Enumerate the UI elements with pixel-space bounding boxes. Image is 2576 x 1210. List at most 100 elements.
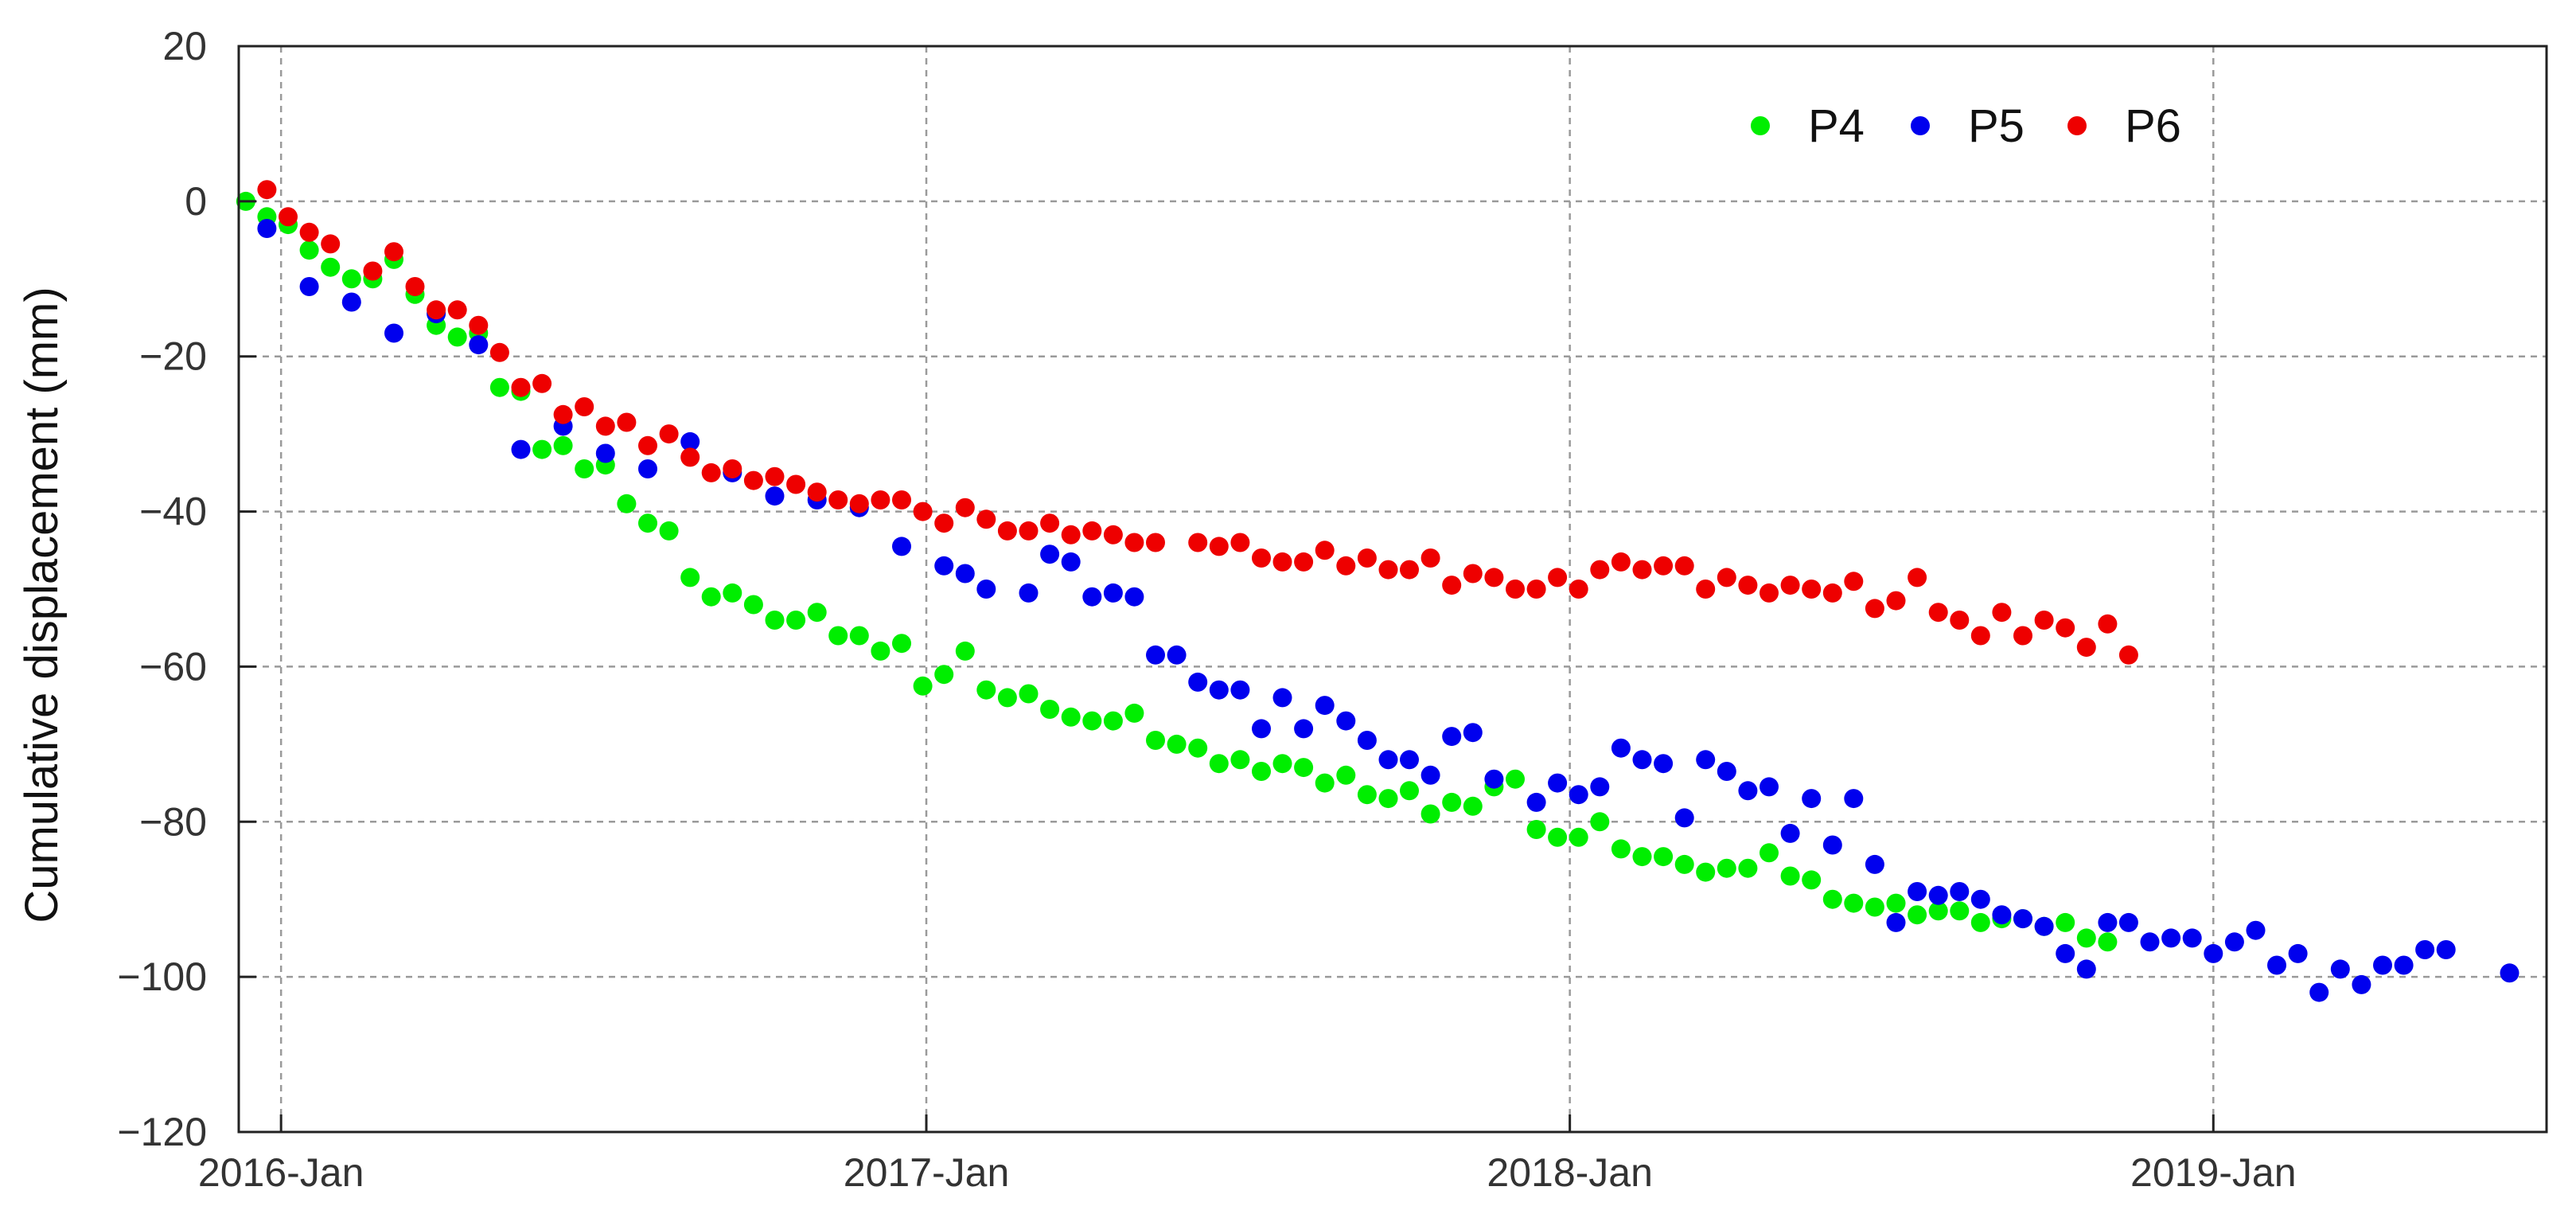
data-point-p4 bbox=[1272, 754, 1292, 774]
data-point-p5 bbox=[1928, 885, 1948, 905]
legend-marker-p6 bbox=[2067, 116, 2087, 135]
data-point-p4 bbox=[1378, 789, 1398, 809]
data-point-p5 bbox=[1548, 773, 1568, 793]
data-point-p6 bbox=[1802, 580, 1822, 599]
legend-marker-p5 bbox=[1911, 116, 1930, 135]
data-point-p6 bbox=[1463, 564, 1483, 584]
y-tick-labels: 20 0 −20 −40 −60 −80 −100 −120 bbox=[117, 24, 207, 1154]
data-point-p6 bbox=[1569, 580, 1588, 599]
data-point-p4 bbox=[489, 377, 509, 397]
data-point-p4 bbox=[1019, 684, 1039, 704]
data-point-p6 bbox=[1040, 513, 1060, 533]
data-point-p5 bbox=[2140, 932, 2160, 952]
data-point-p5 bbox=[1167, 645, 1187, 665]
data-point-p6 bbox=[1378, 560, 1398, 580]
data-point-p4 bbox=[1886, 893, 1906, 913]
data-point-p6 bbox=[1632, 560, 1652, 580]
data-point-p6 bbox=[1272, 552, 1292, 572]
data-point-p4 bbox=[1632, 847, 1652, 867]
data-point-p5 bbox=[1230, 680, 1250, 700]
data-point-p6 bbox=[489, 342, 509, 362]
data-point-p4 bbox=[659, 521, 679, 541]
data-point-p5 bbox=[1294, 719, 1314, 739]
data-point-p6 bbox=[1822, 583, 1842, 603]
data-points bbox=[236, 180, 2519, 1002]
data-point-p5 bbox=[1146, 645, 1165, 665]
data-point-p6 bbox=[1019, 521, 1039, 541]
data-point-p5 bbox=[892, 537, 911, 556]
data-point-p5 bbox=[2373, 955, 2392, 975]
data-point-p4 bbox=[1970, 912, 1990, 932]
data-point-p6 bbox=[2013, 626, 2032, 646]
data-point-p4 bbox=[1844, 893, 1864, 913]
data-point-p5 bbox=[1780, 823, 1800, 843]
data-point-p6 bbox=[807, 482, 827, 502]
data-point-p5 bbox=[1844, 789, 1864, 809]
data-point-p4 bbox=[955, 641, 975, 661]
data-point-p5 bbox=[1336, 711, 1356, 731]
data-point-p5 bbox=[2056, 943, 2075, 963]
data-point-p6 bbox=[1421, 548, 1440, 568]
data-point-p6 bbox=[1146, 533, 1165, 552]
data-point-p5 bbox=[2415, 940, 2435, 959]
data-point-p5 bbox=[1865, 854, 1884, 874]
data-point-p5 bbox=[1040, 544, 1060, 564]
data-point-p6 bbox=[1124, 533, 1144, 552]
data-point-p6 bbox=[1315, 541, 1335, 560]
data-point-p5 bbox=[2267, 955, 2286, 975]
data-point-p6 bbox=[913, 502, 933, 521]
data-point-p4 bbox=[1082, 711, 1102, 731]
data-point-p4 bbox=[1780, 866, 1800, 886]
data-point-p6 bbox=[849, 494, 869, 513]
data-point-p5 bbox=[2246, 920, 2266, 940]
data-point-p5 bbox=[2436, 940, 2456, 959]
data-point-p6 bbox=[1950, 611, 1970, 630]
data-point-p6 bbox=[871, 490, 890, 509]
data-point-p4 bbox=[447, 327, 467, 347]
data-point-p5 bbox=[2118, 912, 2138, 932]
data-point-p4 bbox=[1590, 812, 1610, 832]
data-point-p4 bbox=[1569, 827, 1588, 847]
data-point-p4 bbox=[1463, 796, 1483, 816]
x-tick-label: 2019-Jan bbox=[2130, 1150, 2297, 1195]
data-point-p6 bbox=[1526, 580, 1546, 599]
x-tick-label: 2017-Jan bbox=[844, 1150, 1010, 1195]
data-point-p6 bbox=[1252, 548, 1271, 568]
data-point-p5 bbox=[1442, 727, 1462, 747]
data-point-p6 bbox=[976, 509, 996, 529]
data-point-p6 bbox=[299, 222, 319, 242]
data-point-p5 bbox=[299, 277, 319, 296]
data-point-p4 bbox=[1167, 734, 1187, 754]
data-point-p4 bbox=[617, 494, 637, 513]
data-point-p6 bbox=[997, 521, 1017, 541]
data-point-p5 bbox=[2330, 959, 2350, 979]
data-point-p4 bbox=[1400, 781, 1419, 801]
y-tick-label: 0 bbox=[185, 179, 207, 224]
y-tick-label: −80 bbox=[139, 799, 207, 844]
data-point-p5 bbox=[1526, 792, 1546, 812]
y-tick-label: −100 bbox=[117, 954, 207, 999]
data-point-p5 bbox=[1696, 750, 1716, 770]
data-point-p5 bbox=[2076, 959, 2096, 979]
data-point-p6 bbox=[1970, 626, 1990, 646]
x-tick-label: 2016-Jan bbox=[198, 1150, 364, 1195]
data-point-p5 bbox=[976, 580, 996, 599]
data-point-p5 bbox=[1886, 912, 1906, 932]
data-point-p6 bbox=[1738, 576, 1758, 595]
data-point-p6 bbox=[1400, 560, 1419, 580]
data-point-p6 bbox=[828, 490, 848, 509]
data-point-p5 bbox=[1209, 680, 1229, 700]
data-point-p6 bbox=[575, 397, 594, 416]
data-point-p4 bbox=[1674, 854, 1694, 874]
data-point-p5 bbox=[1717, 762, 1736, 781]
data-point-p5 bbox=[1019, 583, 1039, 603]
data-point-p4 bbox=[892, 634, 911, 654]
data-point-p5 bbox=[1738, 781, 1758, 801]
data-point-p6 bbox=[1886, 591, 1906, 611]
data-point-p5 bbox=[2013, 909, 2032, 929]
data-point-p6 bbox=[743, 470, 763, 490]
data-point-p5 bbox=[1992, 905, 2012, 925]
data-point-p5 bbox=[469, 335, 489, 355]
data-point-p4 bbox=[1908, 905, 1927, 925]
